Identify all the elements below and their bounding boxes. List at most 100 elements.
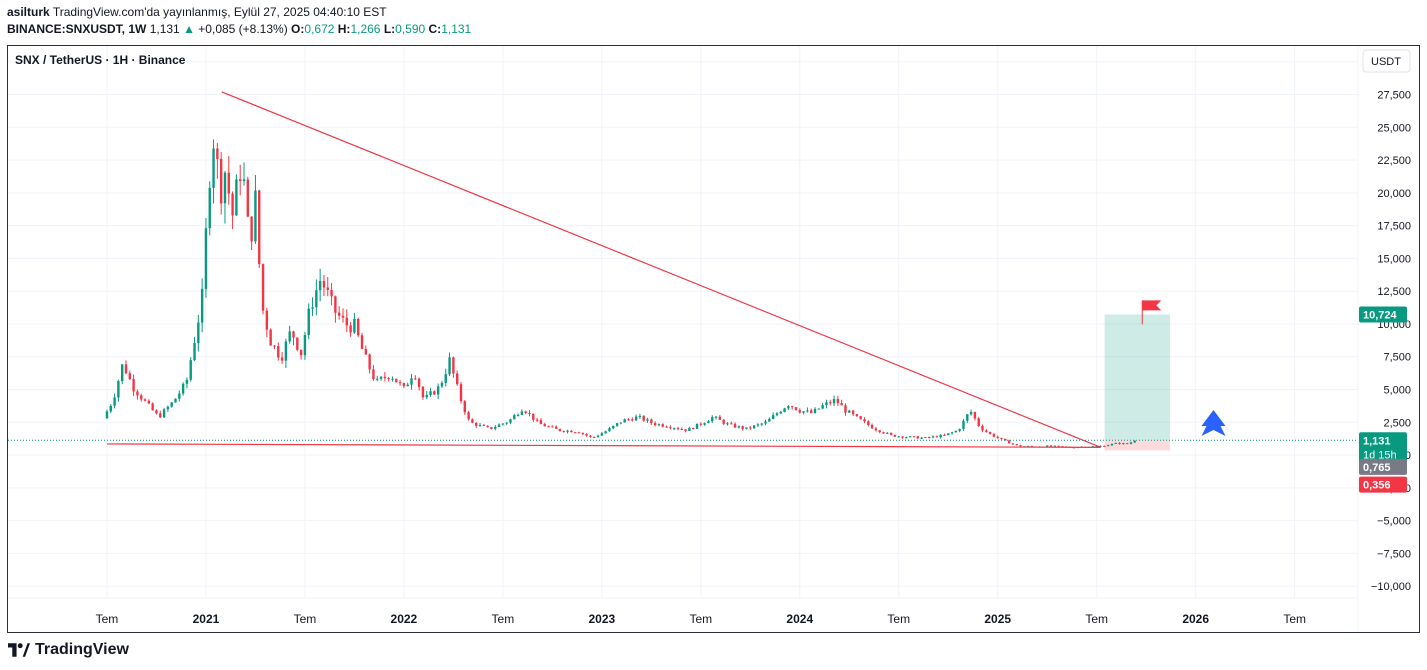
- candle: [1007, 439, 1011, 444]
- candle-body: [878, 430, 881, 433]
- candle-body: [459, 384, 463, 402]
- candle: [288, 325, 291, 344]
- candle: [417, 377, 421, 391]
- candle-body: [1103, 445, 1106, 447]
- symbol-label[interactable]: BINANCE:SNXUSDT, 1W: [7, 22, 147, 36]
- candle-body: [345, 317, 348, 326]
- candle-body: [851, 410, 855, 415]
- candle: [315, 279, 318, 316]
- candle: [166, 405, 170, 412]
- candle: [459, 381, 463, 404]
- candle-body: [1019, 445, 1022, 447]
- candle: [1114, 442, 1117, 444]
- candle: [669, 425, 672, 430]
- candle-body: [752, 425, 756, 429]
- candle: [1103, 445, 1106, 447]
- currency-button[interactable]: [1362, 49, 1411, 73]
- candle: [604, 430, 607, 434]
- candle: [379, 375, 383, 381]
- high-label: H:: [337, 22, 351, 36]
- candle: [299, 349, 303, 360]
- candle: [874, 426, 878, 432]
- candle-body: [280, 357, 284, 361]
- candle-body: [669, 427, 672, 429]
- candle: [372, 365, 375, 381]
- candle-body: [269, 329, 272, 346]
- candle-body: [383, 376, 387, 379]
- footer-brand[interactable]: TradingView: [8, 641, 129, 659]
- candle-body: [806, 410, 809, 412]
- candle-body: [863, 419, 866, 422]
- price-chart[interactable]: 30,00027,50025,00022,50020,00017,50015,0…: [8, 46, 1419, 632]
- candle: [547, 425, 550, 428]
- descending-trendline: [221, 91, 1101, 448]
- candle: [638, 413, 642, 420]
- candle-body: [193, 343, 196, 361]
- candle-body: [950, 432, 954, 434]
- candle: [680, 427, 683, 430]
- candle-body: [265, 310, 269, 330]
- candle: [520, 409, 524, 416]
- candle-body: [650, 419, 653, 424]
- candle: [657, 423, 661, 427]
- candle: [863, 417, 866, 424]
- candle: [924, 436, 927, 439]
- candle: [653, 421, 657, 427]
- candle-body: [573, 432, 577, 434]
- candle: [292, 330, 295, 346]
- candle-body: [749, 427, 752, 429]
- candle: [1004, 438, 1007, 441]
- author-name[interactable]: asilturk: [7, 5, 50, 19]
- stop-zone: [1104, 440, 1170, 451]
- candle-body: [661, 424, 664, 427]
- candle: [140, 393, 143, 402]
- candle-body: [212, 148, 215, 188]
- candle: [775, 412, 779, 417]
- candle-body: [513, 415, 516, 420]
- candle-body: [718, 416, 722, 420]
- candle: [277, 342, 280, 361]
- candle: [357, 317, 360, 337]
- candle: [216, 142, 219, 179]
- candle: [341, 308, 345, 323]
- candle-body: [417, 378, 421, 387]
- candle-body: [357, 318, 360, 336]
- y-tick-label: −10,000: [1371, 581, 1411, 593]
- currency-label: USDT: [1371, 56, 1401, 68]
- candle-body: [1095, 446, 1098, 448]
- candle-body: [775, 413, 779, 416]
- candle-body: [916, 436, 919, 439]
- candle-body: [996, 436, 999, 438]
- candle: [703, 422, 706, 426]
- price-tag: [1359, 458, 1407, 475]
- candle-body: [988, 431, 992, 434]
- candle-body: [973, 412, 977, 419]
- candle-body: [113, 397, 116, 406]
- candle: [737, 425, 741, 429]
- candle: [870, 423, 874, 429]
- candle-body: [608, 428, 611, 432]
- candle: [391, 376, 394, 382]
- candle-body: [870, 424, 874, 429]
- candle: [136, 389, 139, 400]
- candle: [117, 379, 120, 402]
- candle: [794, 406, 798, 411]
- candle-body: [596, 435, 600, 438]
- candle-body: [231, 193, 234, 216]
- candle: [128, 370, 132, 381]
- price-axis: 30,00027,50025,00022,50020,00017,50015,0…: [1357, 46, 1419, 632]
- candle: [532, 413, 535, 423]
- candle-body: [334, 296, 337, 313]
- candle-body: [889, 432, 893, 435]
- candle-body: [848, 410, 851, 413]
- candle-body: [554, 426, 558, 429]
- candle-body: [665, 426, 668, 428]
- candle: [501, 423, 505, 426]
- candle-body: [840, 403, 843, 406]
- candle-body: [159, 413, 162, 418]
- candle-body: [722, 419, 725, 424]
- low-value: 0,590: [395, 22, 426, 36]
- candle-body: [1091, 446, 1095, 448]
- candle-body: [425, 394, 428, 398]
- ohlc-line: BINANCE:SNXUSDT, 1W 1,131 ▲ +0,085 (+8.1…: [7, 21, 471, 38]
